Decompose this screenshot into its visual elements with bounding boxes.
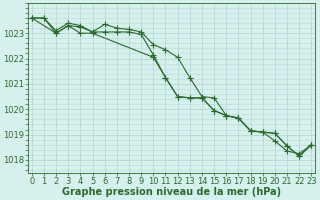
X-axis label: Graphe pression niveau de la mer (hPa): Graphe pression niveau de la mer (hPa) <box>62 187 281 197</box>
